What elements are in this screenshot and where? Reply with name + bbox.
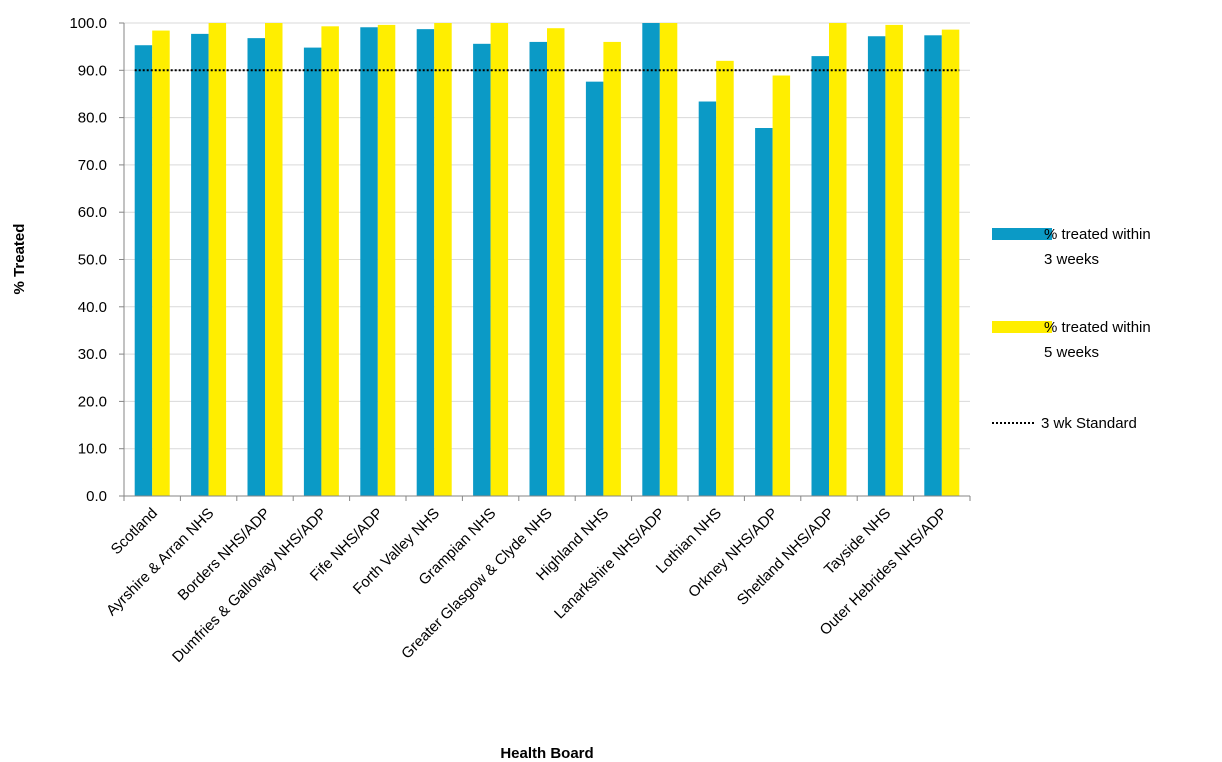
bar-5-weeks: [434, 23, 452, 496]
bar-3-weeks: [303, 47, 322, 496]
x-tick-label: Ayrshire & Arran NHS: [103, 505, 217, 619]
y-tick-label: 70.0: [78, 157, 107, 174]
bar-3-weeks: [473, 43, 491, 496]
bar-3-weeks: [642, 23, 660, 496]
bar-5-weeks: [716, 60, 734, 497]
bar-5-weeks: [772, 75, 791, 497]
x-axis-title: Health Board: [500, 745, 593, 762]
bars: [134, 23, 960, 497]
legend-label: 3 weeks: [1044, 251, 1099, 268]
bar-5-weeks: [152, 30, 170, 497]
bar-5-weeks: [490, 23, 509, 496]
bar-3-weeks: [924, 35, 942, 496]
bar-5-weeks: [321, 26, 339, 496]
x-tick-label: Shetland NHS/ADP: [734, 505, 838, 609]
bar-3-weeks: [360, 27, 378, 497]
legend-label: % treated within: [1044, 319, 1151, 336]
bar-3-weeks: [416, 29, 435, 497]
bar-5-weeks: [659, 23, 678, 496]
bar-5-weeks: [603, 41, 621, 497]
bar-3-weeks: [867, 36, 886, 497]
bar-3-weeks: [811, 56, 829, 497]
bar-3-weeks: [755, 128, 773, 497]
legend-swatch: [992, 228, 1052, 240]
y-tick-label: 100.0: [69, 15, 107, 32]
bar-3-weeks: [585, 81, 604, 496]
y-tick-label: 10.0: [78, 441, 107, 458]
bar-3-weeks: [529, 41, 547, 497]
legend: % treated within 3 weeks % treated within 5…: [992, 226, 1151, 432]
bar-5-weeks: [885, 24, 903, 497]
bar-3-weeks: [134, 45, 153, 497]
y-tick-labels: 0.0 10.0 20.0 30.0 40.0 50.0 60.0 70.0 80.0 90.0 1…: [69, 15, 107, 505]
bar-5-weeks: [377, 24, 396, 497]
x-tick-label: Scotland: [108, 505, 161, 558]
y-tick-label: 50.0: [78, 252, 107, 269]
legend-label: 3 wk Standard: [1041, 415, 1137, 432]
bar-5-weeks: [829, 23, 847, 496]
legend-item-3wk-standard: 3 wk Standard: [992, 415, 1137, 432]
y-tick-label: 90.0: [78, 62, 107, 79]
bar-5-weeks: [941, 29, 960, 496]
legend-item-5-weeks: % treated within 5 weeks: [992, 319, 1151, 361]
y-tick-label: 30.0: [78, 346, 107, 363]
bar-5-weeks: [208, 23, 227, 496]
legend-swatch: [992, 321, 1052, 333]
bar-5-weeks: [547, 28, 565, 496]
y-tick-label: 80.0: [78, 110, 107, 127]
legend-label: 5 weeks: [1044, 344, 1099, 361]
bar-3-weeks: [191, 33, 209, 497]
y-axis-title: % Treated: [11, 224, 28, 295]
y-tick-label: 60.0: [78, 204, 107, 221]
bar-5-weeks: [265, 23, 283, 496]
y-tick-label: 20.0: [78, 393, 107, 410]
legend-label: % treated within: [1044, 226, 1151, 243]
bar-3-weeks: [247, 38, 265, 497]
x-tick-label: Lanarkshire NHS/ADP: [551, 505, 669, 623]
axes: [119, 22, 971, 501]
y-tick-label: 40.0: [78, 299, 107, 316]
legend-item-3-weeks: % treated within 3 weeks: [992, 226, 1151, 268]
y-tick-label: 0.0: [86, 488, 107, 505]
bar-3-weeks: [698, 101, 717, 496]
